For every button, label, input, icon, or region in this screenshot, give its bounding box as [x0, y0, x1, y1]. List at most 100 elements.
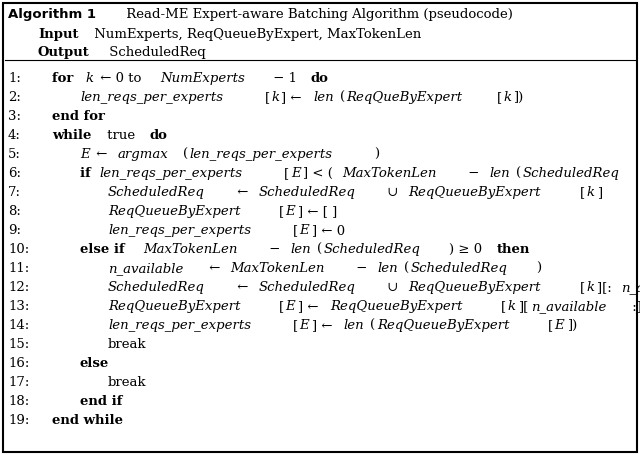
Text: ScheduledReq: ScheduledReq — [108, 281, 205, 294]
Text: end while: end while — [52, 414, 123, 427]
Text: Input: Input — [38, 28, 79, 41]
Text: len_reqs_per_experts: len_reqs_per_experts — [80, 91, 223, 104]
Text: ]): ]) — [566, 319, 577, 332]
Text: len_reqs_per_experts: len_reqs_per_experts — [108, 224, 251, 237]
Text: n_available: n_available — [531, 300, 607, 313]
Text: 19:: 19: — [8, 414, 29, 427]
Text: [: [ — [279, 205, 284, 218]
Text: 17:: 17: — [8, 376, 29, 389]
Text: [: [ — [284, 167, 289, 180]
Text: k: k — [508, 300, 515, 313]
Text: do: do — [311, 72, 329, 85]
Text: ][: ][ — [518, 300, 528, 313]
Text: E: E — [299, 224, 308, 237]
Text: 1:: 1: — [8, 72, 21, 85]
Text: 10:: 10: — [8, 243, 29, 256]
Text: E: E — [291, 167, 301, 180]
Text: ScheduledReq: ScheduledReq — [105, 46, 205, 59]
Text: n_available: n_available — [621, 281, 640, 294]
Text: k: k — [586, 186, 594, 199]
Text: [: [ — [292, 224, 298, 237]
Text: NumExperts: NumExperts — [160, 72, 244, 85]
Text: 14:: 14: — [8, 319, 29, 332]
Text: len: len — [314, 91, 334, 104]
Text: 15:: 15: — [8, 338, 29, 351]
Text: [: [ — [279, 300, 284, 313]
Text: ScheduledReq: ScheduledReq — [324, 243, 420, 256]
Text: while: while — [52, 129, 92, 142]
Text: E: E — [285, 205, 295, 218]
Text: end if: end if — [80, 395, 122, 408]
Text: −: − — [353, 262, 372, 275]
Text: [: [ — [580, 281, 585, 294]
Text: argmax: argmax — [118, 148, 168, 161]
Text: ←: ← — [92, 148, 112, 161]
Text: ] ←: ] ← — [282, 91, 306, 104]
Text: MaxTokenLen: MaxTokenLen — [143, 243, 238, 256]
Text: [: [ — [264, 91, 269, 104]
Text: [: [ — [580, 186, 585, 199]
Text: − 1: − 1 — [269, 72, 301, 85]
Text: ] ← [ ]: ] ← [ ] — [298, 205, 337, 218]
Text: 13:: 13: — [8, 300, 29, 313]
Text: ReqQueueByExpert: ReqQueueByExpert — [409, 186, 541, 199]
Text: [: [ — [548, 319, 553, 332]
Text: ] ←: ] ← — [312, 319, 336, 332]
Text: 6:: 6: — [8, 167, 21, 180]
Text: ScheduledReq: ScheduledReq — [259, 281, 355, 294]
Text: len: len — [378, 262, 398, 275]
Text: 2:: 2: — [8, 91, 21, 104]
Text: Output: Output — [38, 46, 90, 59]
Text: E: E — [80, 148, 90, 161]
Text: ]): ]) — [513, 91, 524, 104]
Text: k: k — [86, 72, 93, 85]
Text: ←: ← — [233, 281, 253, 294]
Text: ReqQueueByExpert: ReqQueueByExpert — [409, 281, 541, 294]
Text: [: [ — [292, 319, 298, 332]
Text: MaxTokenLen: MaxTokenLen — [342, 167, 436, 180]
Text: ← 0 to: ← 0 to — [96, 72, 145, 85]
Text: then: then — [497, 243, 531, 256]
Text: len_reqs_per_experts: len_reqs_per_experts — [108, 319, 251, 332]
Text: len: len — [489, 167, 509, 180]
Text: 12:: 12: — [8, 281, 29, 294]
Text: ReqQueueByExpert: ReqQueueByExpert — [108, 300, 241, 313]
Text: n_available: n_available — [108, 262, 184, 275]
Text: do: do — [150, 129, 168, 142]
Text: (: ( — [404, 262, 410, 275]
Text: ←: ← — [233, 186, 253, 199]
Text: ReqQueByExpert: ReqQueByExpert — [347, 91, 463, 104]
Text: else: else — [80, 357, 109, 370]
Text: true: true — [103, 129, 139, 142]
Text: (: ( — [317, 243, 323, 256]
Text: NumExperts, ReqQueueByExpert, MaxTokenLen: NumExperts, ReqQueueByExpert, MaxTokenLe… — [90, 28, 422, 41]
Text: E: E — [554, 319, 564, 332]
Text: break: break — [108, 376, 147, 389]
Text: ReqQueueByExpert: ReqQueueByExpert — [108, 205, 241, 218]
Text: 7:: 7: — [8, 186, 21, 199]
Text: (: ( — [183, 148, 188, 161]
Text: 5:: 5: — [8, 148, 21, 161]
Text: ReqQueueByExpert: ReqQueueByExpert — [377, 319, 509, 332]
Text: len_reqs_per_experts: len_reqs_per_experts — [100, 167, 243, 180]
Text: ScheduledReq: ScheduledReq — [108, 186, 205, 199]
Text: ][:: ][: — [596, 281, 616, 294]
Text: ] < (: ] < ( — [303, 167, 333, 180]
Text: ) ≥ 0: ) ≥ 0 — [449, 243, 486, 256]
Text: end for: end for — [52, 110, 105, 123]
Text: :]: :] — [628, 300, 640, 313]
Text: Read-ME Expert-aware Batching Algorithm (pseudocode): Read-ME Expert-aware Batching Algorithm … — [122, 8, 513, 21]
Text: k: k — [586, 281, 594, 294]
Text: ReqQueueByExpert: ReqQueueByExpert — [330, 300, 463, 313]
Text: (: ( — [370, 319, 375, 332]
Text: 16:: 16: — [8, 357, 29, 370]
Text: k: k — [503, 91, 511, 104]
Text: −: − — [266, 243, 285, 256]
Text: ←: ← — [205, 262, 225, 275]
Text: for: for — [52, 72, 78, 85]
Text: len: len — [291, 243, 311, 256]
Text: E: E — [299, 319, 308, 332]
Text: ∪: ∪ — [383, 186, 403, 199]
Text: [: [ — [501, 300, 506, 313]
Text: ]: ] — [596, 186, 602, 199]
